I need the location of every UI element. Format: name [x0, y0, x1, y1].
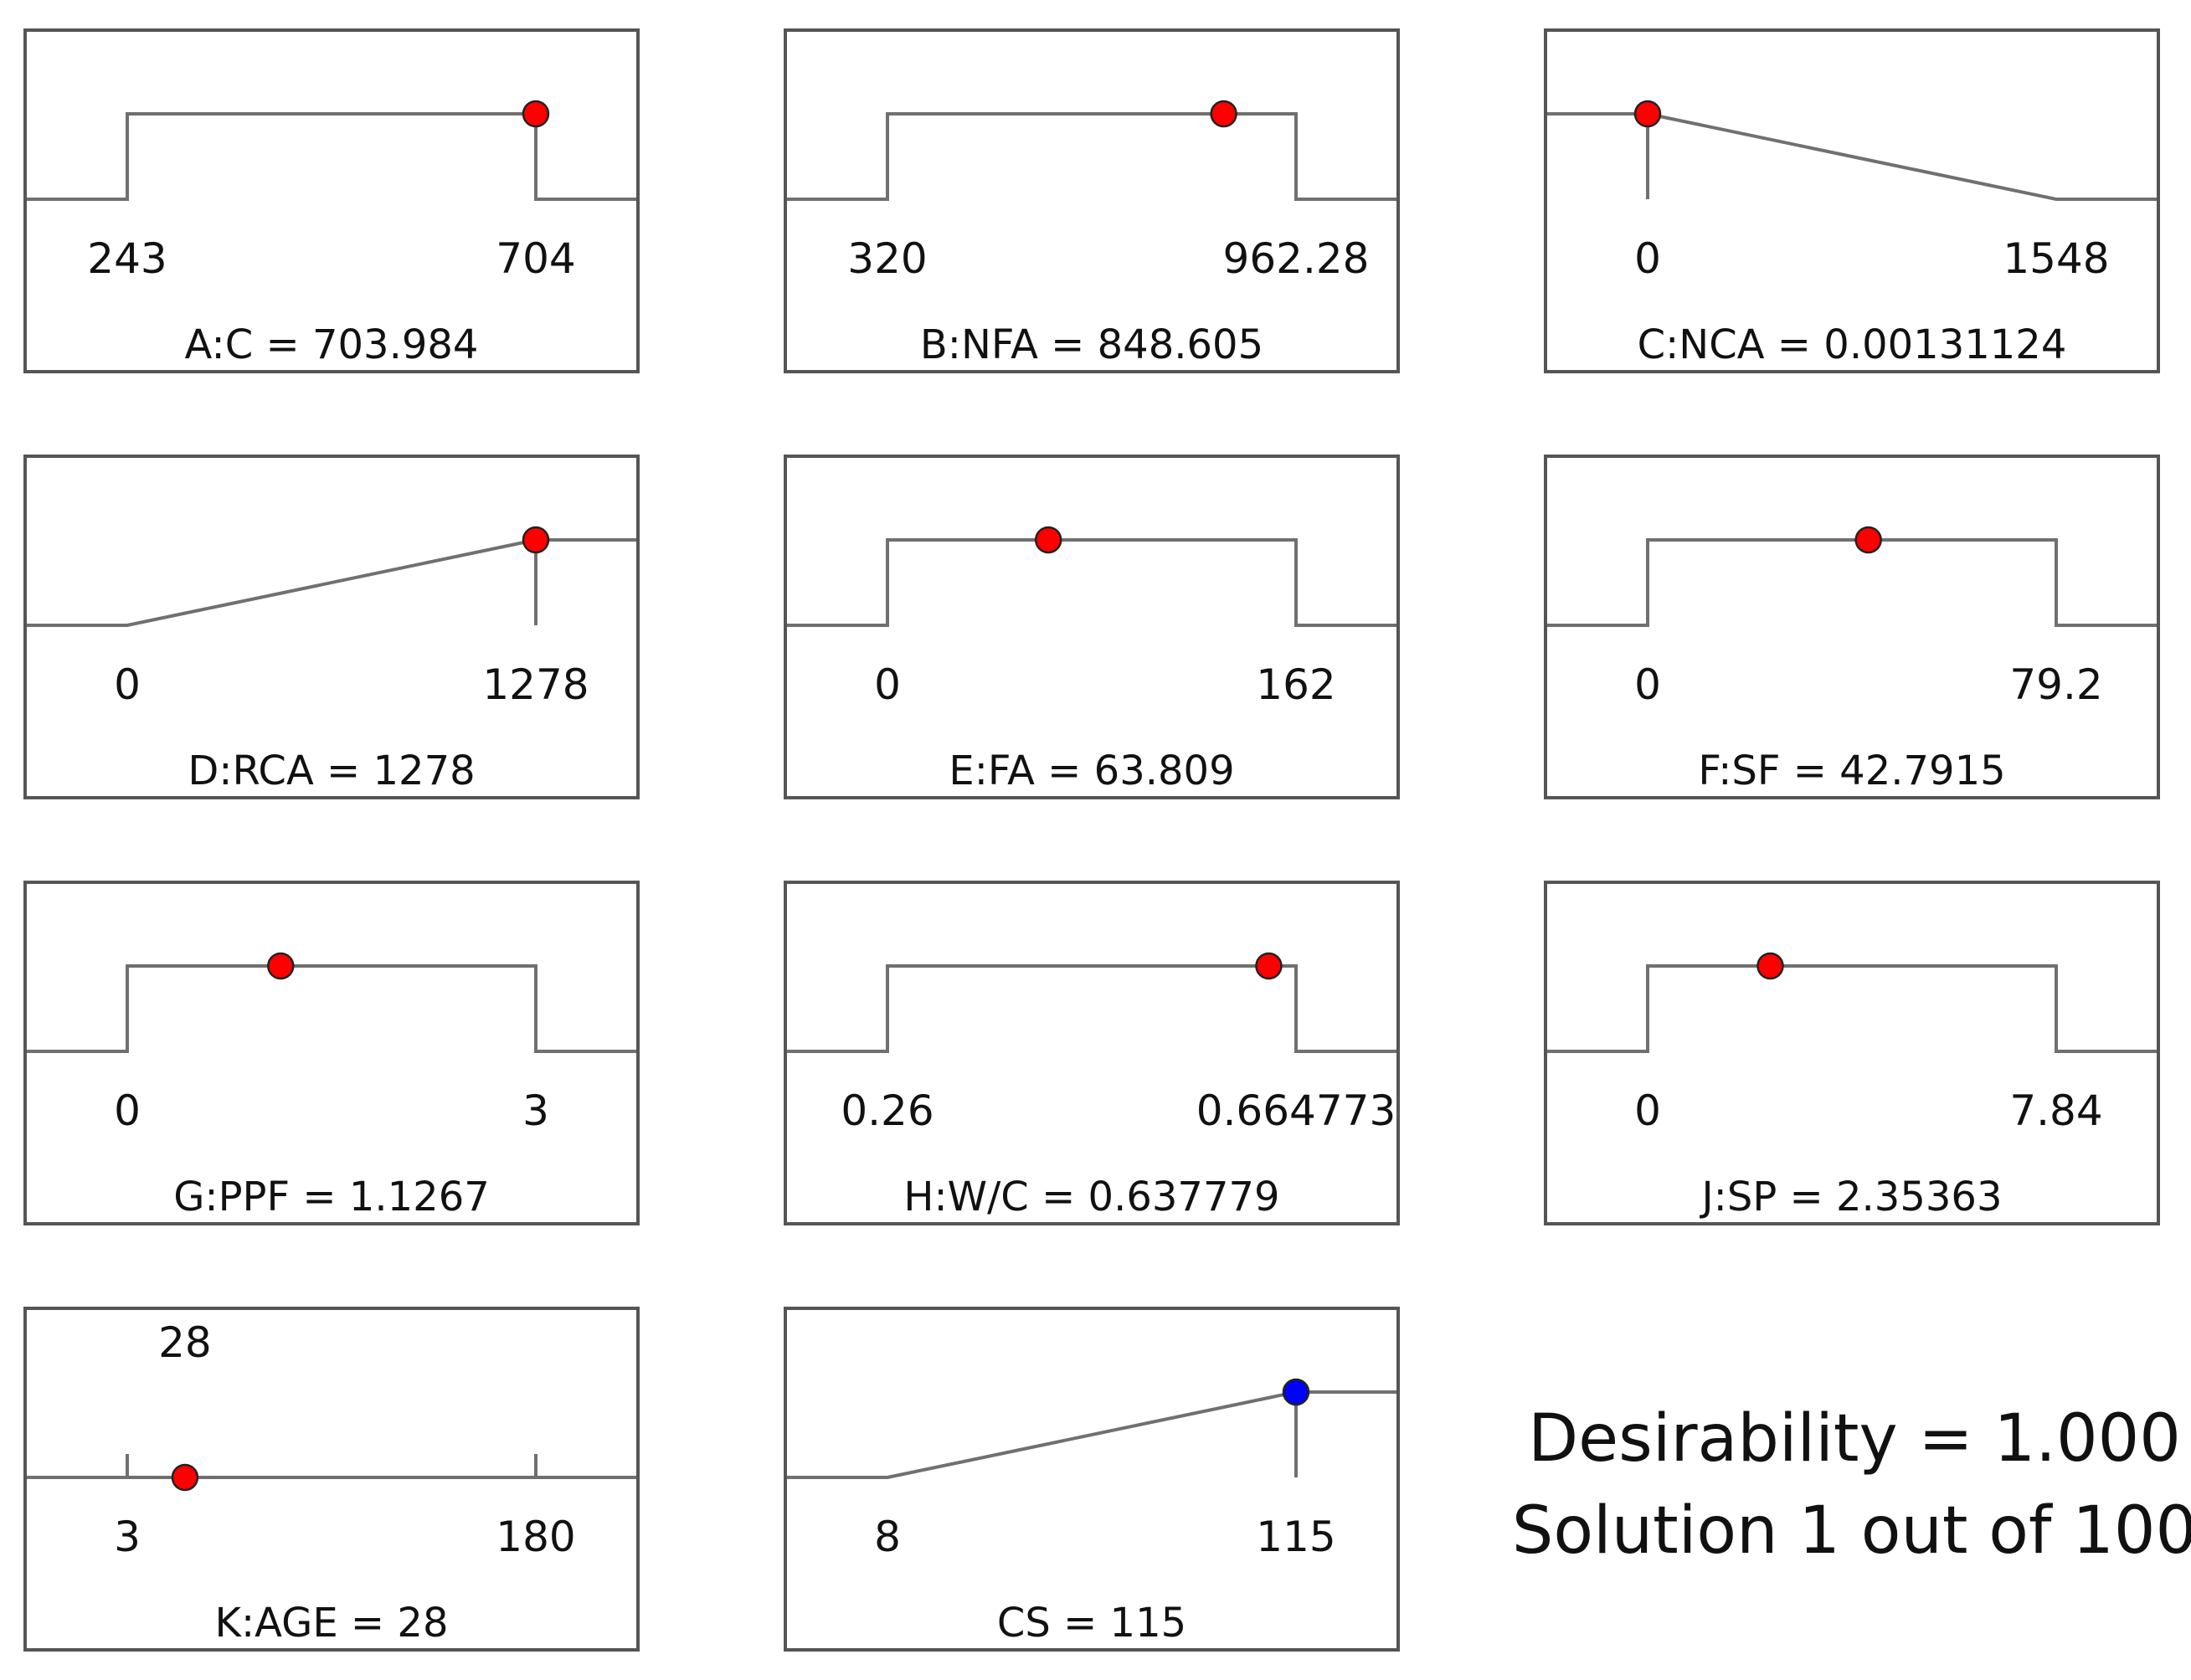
low-limit-label: 0 [874, 660, 901, 709]
solution-point [1282, 1378, 1310, 1406]
panel-a-c: 243 704 A:C = 703.984 [23, 28, 640, 373]
solution-point [522, 100, 550, 128]
desirability-curve [1547, 538, 2157, 627]
desirability-curve [787, 112, 1396, 201]
panel-caption: B:NFA = 848.605 [920, 321, 1263, 368]
panel-caption: CS = 115 [997, 1600, 1186, 1647]
high-limit-label: 3 [522, 1087, 549, 1135]
desirability-curve [787, 538, 1396, 627]
high-limit-label: 7.84 [2009, 1087, 2102, 1135]
low-limit-label: 8 [874, 1513, 901, 1561]
solution-point [171, 1463, 199, 1492]
low-limit-label: 0 [114, 1087, 141, 1135]
desirability-curve [27, 538, 636, 627]
low-limit-label: 243 [87, 234, 167, 283]
panel-caption: D:RCA = 1278 [188, 748, 475, 794]
low-limit-label: 0 [1634, 1087, 1661, 1135]
desirability-curve [787, 1390, 1396, 1479]
desirability-curve [1547, 112, 2157, 201]
panel-caption: J:SP = 2.35363 [1700, 1174, 2003, 1220]
panel-caption: G:PPF = 1.1267 [173, 1174, 490, 1220]
solution-point [1255, 952, 1283, 980]
low-limit-label: 3 [114, 1513, 141, 1561]
high-limit-label: 1278 [482, 660, 589, 709]
target-label: 28 [158, 1318, 212, 1367]
solution-summary: Solution 1 out of 100 [1512, 1493, 2191, 1569]
panel-caption: K:AGE = 28 [215, 1600, 449, 1647]
low-limit-label: 0 [1634, 234, 1661, 283]
desirability-curve [27, 112, 636, 201]
low-limit-label: 0.26 [841, 1087, 933, 1135]
panel-cs: 8 115 CS = 115 [784, 1307, 1400, 1652]
high-limit-label: 962.28 [1223, 234, 1370, 283]
panel-b-nfa: 320 962.28 B:NFA = 848.605 [784, 28, 1400, 373]
low-limit-label: 320 [847, 234, 927, 283]
solution-point [1854, 526, 1882, 554]
high-limit-label: 1548 [2003, 234, 2109, 283]
solution-point [522, 526, 550, 554]
high-limit-label: 115 [1256, 1513, 1335, 1561]
panel-j-sp: 0 7.84J:SP = 2.35363 [1544, 881, 2160, 1225]
high-limit-label: 0.664773 [1196, 1087, 1396, 1135]
solution-point [1756, 952, 1784, 980]
high-limit-label: 79.2 [2009, 660, 2102, 709]
panel-caption: E:FA = 63.809 [949, 748, 1234, 794]
desirability-curve [27, 964, 636, 1053]
low-limit-label: 0 [114, 660, 141, 709]
panel-group: 243 704 A:C = 703.984 320 962.28 B:NFA = 848.… [23, 28, 2160, 1652]
solution-point [1633, 100, 1662, 128]
panel-f-sf: 0 79.2F:SF = 42.7915 [1544, 455, 2160, 799]
panel-k-age: 3 180 28 K:AGE = 28 [23, 1307, 640, 1652]
high-limit-label: 162 [1256, 660, 1335, 709]
panel-g-ppf: 0 3 G:PPF = 1.1267 [23, 881, 640, 1225]
panel-e-fa: 0 162 E:FA = 63.809 [784, 455, 1400, 799]
desirability-summary: Desirability = 1.000 [1528, 1401, 2181, 1477]
high-limit-label: 704 [496, 234, 575, 283]
panel-caption: C:NCA = 0.00131124 [1638, 321, 2067, 368]
panel-caption: H:W/C = 0.637779 [903, 1174, 1279, 1220]
panel-caption: F:SF = 42.7915 [1698, 748, 2005, 794]
low-limit-label: 0 [1634, 660, 1661, 709]
high-limit-label: 180 [496, 1513, 575, 1561]
panel-caption: A:C = 703.984 [185, 321, 479, 368]
panel-h-w-c: 0.26 0.664773 H:W/C = 0.637779 [784, 881, 1400, 1225]
solution-point [1034, 526, 1062, 554]
panel-c-nca: 0 1548 C:NCA = 0.00131124 [1544, 28, 2160, 373]
solution-point [1210, 100, 1237, 128]
desirability-curve [787, 964, 1396, 1053]
desirability-curve [1547, 964, 2157, 1053]
solution-point [267, 952, 295, 980]
